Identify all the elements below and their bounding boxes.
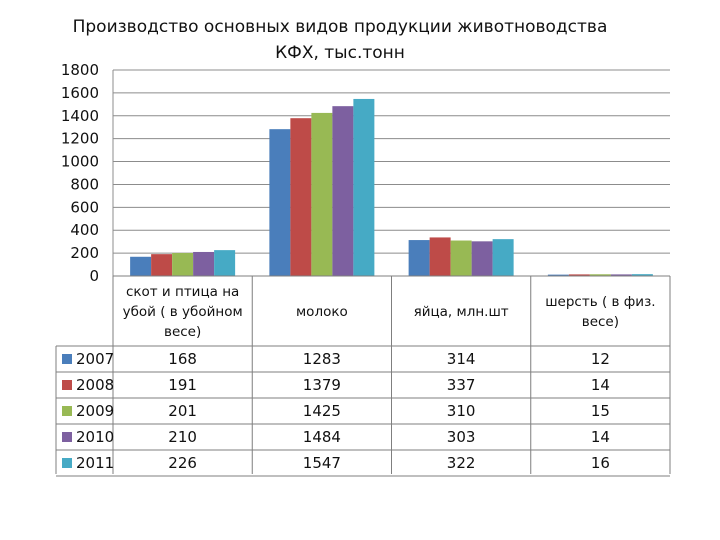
data-label: 314 (447, 350, 476, 368)
data-label: 322 (447, 454, 476, 472)
category-label: весе) (582, 314, 619, 330)
gridlines (112, 69, 670, 277)
data-label: 1484 (303, 428, 341, 446)
data-label: 16 (591, 454, 610, 472)
bar-2011-0 (214, 250, 236, 276)
y-axis-ticks: 0 200 400 600 800 1000 1200 1400 1600 1800 (61, 61, 99, 285)
y-tick-label: 0 (89, 267, 99, 285)
bar-2008-2 (429, 237, 451, 276)
data-label: 15 (591, 402, 610, 420)
legend-swatch-2009 (62, 406, 72, 416)
bar-2008-3 (568, 274, 590, 276)
bar-2007-0 (130, 256, 152, 276)
category-label: молоко (296, 304, 348, 320)
bar-2010-3 (610, 274, 632, 276)
legend-label: 2009 (76, 402, 114, 420)
data-label: 191 (168, 376, 197, 394)
legend-swatch-2011 (62, 458, 72, 468)
y-tick-label: 400 (70, 221, 99, 239)
y-tick-label: 1400 (61, 107, 99, 125)
bar-2011-1 (353, 98, 375, 277)
legend-label: 2011 (76, 454, 114, 472)
legend-label: 2008 (76, 376, 114, 394)
data-label: 1283 (303, 350, 341, 368)
bar-2009-3 (589, 274, 611, 276)
bar-2009-1 (311, 112, 333, 277)
bar-2009-2 (450, 240, 472, 276)
legend-swatch-2008 (62, 380, 72, 390)
bar-2011-3 (631, 274, 653, 276)
bar-2009-0 (172, 252, 194, 276)
category-label: яйца, млн.шт (414, 304, 509, 320)
data-table: скот и птица на убой ( в убойном весе) моло… (55, 275, 671, 477)
category-label: весе) (164, 324, 201, 340)
bar-2007-1 (269, 129, 291, 276)
y-tick-label: 600 (70, 198, 99, 216)
data-label: 310 (447, 402, 476, 420)
bar-2007-3 (547, 274, 569, 276)
category-label: убой ( в убойном (123, 304, 243, 320)
chart-title-line-1: Производство основных видов продукции жи… (73, 17, 608, 37)
bar-2010-0 (193, 251, 215, 276)
data-label: 168 (168, 350, 197, 368)
legend-label: 2010 (76, 428, 114, 446)
data-label: 201 (168, 402, 197, 420)
bar-2010-1 (332, 106, 354, 276)
y-tick-label: 800 (70, 175, 99, 193)
legend-swatch-2010 (62, 432, 72, 442)
data-label: 1547 (303, 454, 341, 472)
data-label: 226 (168, 454, 197, 472)
bar-2010-2 (471, 241, 493, 276)
y-tick-label: 1000 (61, 153, 99, 171)
y-tick-label: 1800 (61, 61, 99, 79)
bar-2011-2 (492, 239, 514, 276)
data-label: 1379 (303, 376, 341, 394)
data-label: 12 (591, 350, 610, 368)
category-label: скот и птица на (126, 284, 239, 300)
data-label: 1425 (303, 402, 341, 420)
bar-2008-1 (290, 118, 312, 276)
legend-swatch-2007 (62, 354, 72, 364)
data-label: 210 (168, 428, 197, 446)
data-label: 14 (591, 376, 610, 394)
bar-2007-2 (408, 240, 430, 276)
y-tick-label: 200 (70, 244, 99, 262)
y-tick-label: 1600 (61, 84, 99, 102)
chart-title-line-2: КФХ, тыс.тонн (275, 43, 405, 63)
data-label: 14 (591, 428, 610, 446)
category-label: шерсть ( в физ. (545, 294, 655, 310)
legend-label: 2007 (76, 350, 114, 368)
bars (130, 98, 653, 277)
y-tick-label: 1200 (61, 130, 99, 148)
data-label: 337 (447, 376, 476, 394)
data-label: 303 (447, 428, 476, 446)
bar-2008-0 (151, 254, 173, 276)
